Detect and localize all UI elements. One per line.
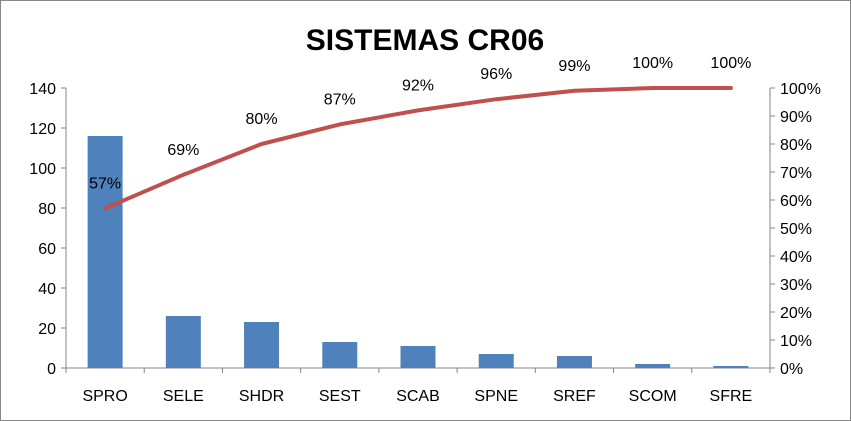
bar (322, 342, 358, 368)
x-axis-tick-label: SREF (553, 388, 596, 405)
x-axis-tick-label: SHDR (239, 388, 284, 405)
left-axis-tick-label: 20 (38, 321, 56, 338)
left-axis-tick-label: 40 (38, 281, 56, 298)
bar-series (87, 136, 749, 368)
chart-title: SISTEMAS CR06 (306, 24, 544, 57)
cumulative-line-series (103, 86, 733, 211)
bar (400, 346, 436, 368)
left-axis-tick-label: 100 (29, 161, 56, 178)
x-axis-tick-label: SFRE (710, 388, 753, 405)
line-data-label: 100% (632, 55, 673, 72)
x-axis-tick-label: SEST (319, 388, 361, 405)
x-axis-tick-label: SCOM (629, 388, 677, 405)
left-axis-tick-label: 0 (47, 361, 56, 378)
right-axis-tick-label: 70% (780, 165, 812, 182)
right-axis-tick-label: 60% (780, 193, 812, 210)
bar (244, 322, 280, 368)
bar (713, 366, 749, 368)
line-data-label: 80% (246, 111, 278, 128)
x-axis-tick-label: SELE (163, 388, 204, 405)
right-axis-tick-label: 0% (780, 361, 803, 378)
right-axis-tick-label: 20% (780, 305, 812, 322)
left-axis-tick-label: 140 (29, 81, 56, 98)
bar (478, 354, 514, 368)
left-axis-tick-label: 80 (38, 201, 56, 218)
bar (87, 136, 123, 368)
line-data-label: 57% (89, 175, 121, 192)
x-axis-tick-label: SPNE (474, 388, 518, 405)
data-labels: 57% 69% 80% 87% 92% 96% 99% 100% 100% (89, 55, 751, 192)
bar (635, 364, 671, 368)
right-axis-tick-label: 10% (780, 333, 812, 350)
line-data-label: 99% (558, 58, 590, 75)
bar (165, 316, 201, 368)
right-axis-tick-label: 90% (780, 109, 812, 126)
line-data-label: 92% (402, 77, 434, 94)
right-axis-tick-label: 100% (780, 81, 821, 98)
line-data-label: 87% (324, 91, 356, 108)
bar (556, 356, 592, 368)
right-axis-tick-label: 40% (780, 249, 812, 266)
right-axis-tick-label: 80% (780, 137, 812, 154)
left-axis-tick-label: 120 (29, 121, 56, 138)
left-axis-tick-label: 60 (38, 241, 56, 258)
right-axis-tick-label: 30% (780, 277, 812, 294)
right-axis-tick-label: 50% (780, 221, 812, 238)
x-axis-tick-label: SPRO (82, 388, 127, 405)
axes: 0 20 40 60 80 100 120 140 0% 10% 20% 30% 40% 50% 60% 70… (29, 81, 821, 405)
line-data-label: 100% (710, 55, 751, 72)
line-data-label: 69% (167, 142, 199, 159)
line-data-label: 96% (480, 66, 512, 83)
x-axis-tick-label: SCAB (396, 388, 440, 405)
